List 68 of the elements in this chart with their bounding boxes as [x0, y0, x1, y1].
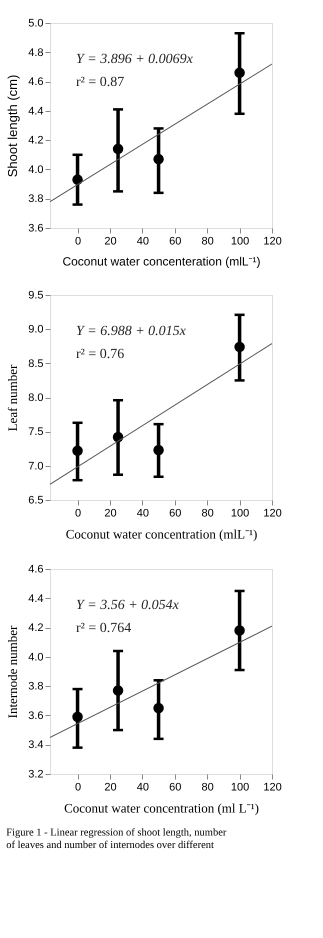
y-tick-label: 4.6	[28, 76, 44, 88]
point	[72, 174, 83, 185]
x-tick-label: 40	[136, 508, 149, 520]
y-tick-label: 3.8	[28, 680, 44, 693]
x-tick-label: 100	[230, 508, 250, 520]
point	[112, 144, 124, 154]
x-tick-label: 60	[169, 782, 182, 794]
x-tick-label: 20	[104, 508, 117, 520]
y-tick-label: 4.2	[28, 134, 44, 147]
caption: Figure 1 - Linear regression of shoot length, number of leaves and number of internodes over different	[6, 828, 227, 851]
point	[153, 444, 164, 456]
x-tick-label: 60	[169, 508, 182, 520]
x-tick-label: 0	[74, 236, 82, 248]
x-tick-label: 40	[136, 782, 149, 794]
x-tick-label: 20	[104, 236, 117, 248]
y-axis-title: Internode number	[5, 624, 20, 718]
y-tick-label: 7.5	[28, 426, 44, 438]
y-tick-label: 5.0	[28, 18, 44, 30]
x-tick-label: 20	[104, 782, 117, 794]
point	[112, 685, 124, 696]
y-axis-title: Shoot length (cm)	[5, 74, 20, 178]
x-axis-title: Coconut water concenteration (mlL⁻¹)	[62, 254, 261, 268]
x-tick-label: 60	[169, 236, 182, 248]
y-tick-label: 8.5	[28, 358, 44, 370]
point	[234, 68, 245, 78]
y-tick-label: 7.0	[28, 460, 44, 472]
x-tick-label: 120	[263, 782, 282, 794]
y-axis-title: Leaf number	[5, 364, 20, 432]
annotation: r² = 0.76	[76, 347, 124, 362]
annotation: r² = 0.87	[76, 75, 124, 90]
y-tick-label: 4.6	[28, 564, 44, 576]
x-tick-label: 80	[202, 782, 214, 794]
x-tick-label: 80	[202, 508, 214, 520]
point	[234, 625, 245, 636]
y-tick-label: 3.2	[28, 768, 44, 780]
x-tick-label: 40	[136, 236, 149, 248]
point	[153, 154, 164, 164]
y-tick-label: 3.8	[28, 193, 44, 206]
x-tick-label: 120	[263, 236, 282, 248]
annotation: r² = 0.764	[76, 621, 132, 636]
x-tick-label: 0	[74, 782, 82, 794]
annotation: Y = 3.56 + 0.054x	[76, 598, 180, 613]
y-tick-label: 4.2	[28, 622, 44, 634]
y-tick-label: 3.6	[28, 222, 44, 234]
y-tick-label: 6.5	[28, 494, 44, 506]
y-tick-label: 9.5	[28, 290, 44, 302]
y-tick-label: 4.4	[28, 105, 44, 118]
y-tick-label: 9.0	[28, 324, 44, 336]
x-tick-label: 120	[263, 508, 282, 520]
x-tick-label: 100	[230, 782, 250, 794]
annotation: Y = 3.896 + 0.0069x	[76, 52, 194, 67]
y-tick-label: 4.0	[28, 164, 44, 176]
x-tick-label: 0	[74, 508, 82, 520]
point	[72, 712, 83, 722]
y-tick-label: 4.0	[28, 651, 44, 664]
x-axis-title: Coconut water concentration (ml L⁻¹)	[64, 800, 259, 816]
x-axis-title: Coconut water concentration (mlL⁻¹)	[66, 526, 258, 542]
y-tick-label: 3.4	[28, 739, 44, 752]
x-tick-label: 100	[230, 236, 250, 248]
point	[72, 446, 83, 456]
point	[153, 702, 164, 714]
y-tick-label: 4.4	[28, 592, 44, 605]
annotation: Y = 6.988 + 0.015x	[76, 324, 187, 339]
point	[234, 342, 245, 352]
x-tick-label: 80	[202, 236, 214, 248]
y-tick-label: 8.0	[28, 392, 44, 404]
y-tick-label: 4.8	[28, 46, 44, 59]
y-tick-label: 3.6	[28, 710, 44, 722]
